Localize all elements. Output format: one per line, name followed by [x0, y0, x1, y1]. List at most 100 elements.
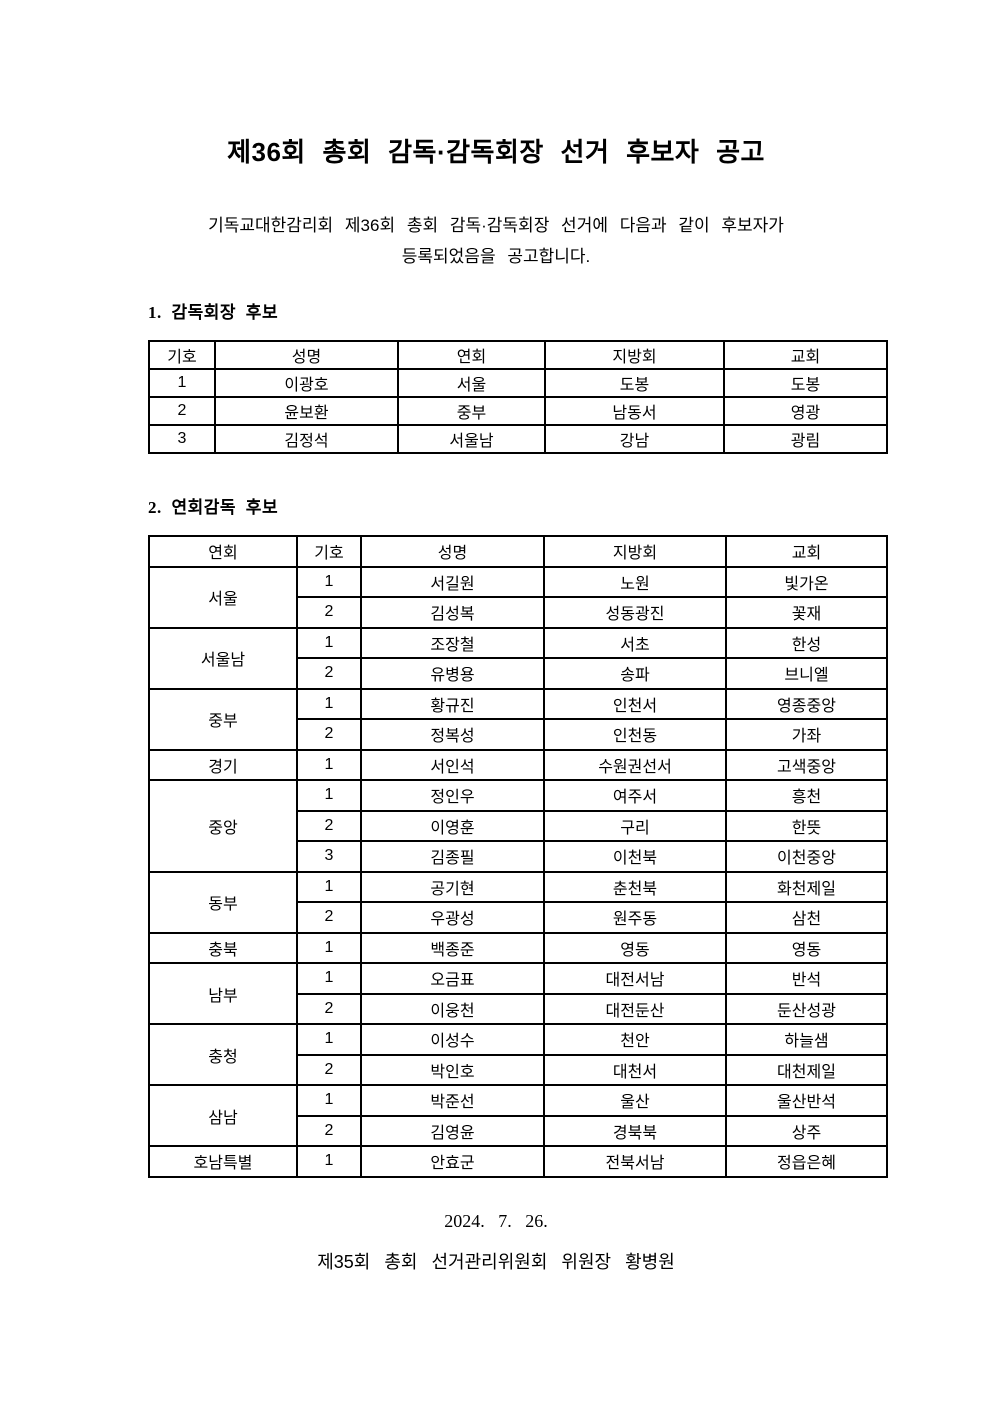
intro-line-1: 기독교대한감리회 제36회 총회 감독·감독회장 선거에 다음과 같이 후보자가: [208, 216, 784, 235]
table-cell: 2: [296, 992, 362, 1025]
table-cell: 윤보환: [214, 396, 399, 426]
conference-table-row: 중부 1 황규진 인천서 영종중앙: [148, 687, 888, 751]
table-cell: 삼천: [725, 901, 888, 934]
conference-name-cell: 서울: [148, 565, 298, 629]
table-cell: 공기현: [360, 870, 545, 903]
table-cell: 광림: [723, 424, 888, 454]
conference-table-row: 충청 1 이성수 천안 하늘샘: [148, 1023, 888, 1086]
chairman-header-row: 기호 성명 연회 지방회 교회: [148, 340, 888, 370]
chairman-candidates-table: 기호 성명 연회 지방회 교회 1 이광호 서울 도봉 도봉 2 윤보환 중부 남동서 영광 3 김정…: [148, 340, 888, 454]
table-cell: 흥천: [725, 779, 888, 812]
conference-table-row: 서울 1 서길원 노원 빛가온: [148, 565, 888, 629]
table-cell: 1: [296, 1023, 362, 1056]
table-cell: 영광: [723, 396, 888, 426]
table-cell: 이성수: [360, 1023, 545, 1056]
chairman-table-row: 1 이광호 서울 도봉 도봉: [148, 368, 888, 398]
table-cell: 이웅천: [360, 992, 545, 1025]
table-cell: 원주동: [543, 901, 727, 934]
table-cell: 정복성: [360, 718, 545, 751]
table-cell: 남동서: [544, 396, 725, 426]
chairman-table-body: 1 이광호 서울 도봉 도봉 2 윤보환 중부 남동서 영광 3 김정석 서울남 강남 광림: [148, 368, 888, 454]
table-cell: 김정석: [214, 424, 399, 454]
conference-table-row: 삼남 1 박준선 울산 울산반석: [148, 1084, 888, 1147]
table-cell: 2: [296, 596, 362, 629]
conference-table-body: 서울 1 서길원 노원 빛가온 2 김성복 성동광진 꽃재 서울남 1 조장철 서초 한성 2 유병용 송파 브니…: [148, 565, 888, 1178]
table-cell: 도봉: [544, 368, 725, 398]
intro-line-2: 등록되었음을 공고합니다.: [401, 247, 591, 266]
table-cell: 하늘샘: [725, 1023, 888, 1056]
table-cell: 경북북: [543, 1114, 727, 1147]
table-cell: 여주서: [543, 779, 727, 812]
conference-table-row: 호남특별 1 안효군 전북서남 정읍은혜: [148, 1145, 888, 1178]
table-cell: 1: [296, 779, 362, 812]
table-cell: 반석: [725, 962, 888, 995]
table-cell: 빛가온: [725, 565, 888, 598]
signature-line: 제35회 총회 선거관리위원회 위원장 황병원: [317, 1251, 675, 1272]
table-cell: 화천제일: [725, 870, 888, 903]
table-cell: 김종필: [360, 840, 545, 873]
table-cell: 중부: [397, 396, 546, 426]
table-cell: 춘천북: [543, 870, 727, 903]
intro-paragraph: 기독교대한감리회 제36회 총회 감독·감독회장 선거에 다음과 같이 후보자가…: [0, 210, 992, 272]
conference-table-row: 2 이웅천 대전둔산 둔산성광: [149, 992, 888, 1025]
table-cell: 송파: [543, 657, 727, 690]
conference-bishop-candidates-table: 연회 기호 성명 지방회 교회 서울 1 서길원 노원 빛가온 2 김성복 성동광진 꽃재 서울남…: [148, 535, 888, 1178]
table-cell: 1: [296, 565, 362, 598]
table-cell: 이영훈: [360, 809, 545, 842]
chairman-table-row: 3 김정석 서울남 강남 광림: [148, 424, 888, 454]
table-cell: 2: [296, 809, 362, 842]
conference-table-row: 2 정복성 인천동 가좌: [149, 718, 888, 751]
table-cell: 대전둔산: [543, 992, 727, 1025]
table-cell: 박준선: [360, 1084, 545, 1117]
announcement-date: 2024. 7. 26.: [444, 1210, 548, 1231]
table-cell: 둔산성광: [725, 992, 888, 1025]
conference-table-row: 2 우광성 원주동 삼천: [149, 901, 888, 934]
table-cell: 구리: [543, 809, 727, 842]
table-cell: 영동: [543, 931, 727, 964]
conference-table-row: 2 유병용 송파 브니엘: [149, 657, 888, 690]
table-cell: 1: [296, 870, 362, 903]
section2-heading: 2. 연회감독 후보: [148, 498, 279, 517]
conference-name-cell: 삼남: [148, 1084, 298, 1147]
table-cell: 정읍은혜: [725, 1145, 888, 1178]
conference-table-row: 경기 1 서인석 수원권선서 고색중앙: [148, 748, 888, 781]
table-cell: 영종중앙: [725, 687, 888, 720]
document-content: 1. 감독회장 후보 기호 성명 연회 지방회 교회 1 이광호 서울 도봉 도봉 2 윤보…: [148, 301, 888, 1178]
conference-table-row: 동부 1 공기현 춘천북 화천제일: [148, 870, 888, 934]
column-header: 기호: [296, 535, 362, 568]
table-cell: 대전서남: [543, 962, 727, 995]
table-cell: 이천북: [543, 840, 727, 873]
table-cell: 서길원: [360, 565, 545, 598]
table-cell: 3: [296, 840, 362, 873]
table-cell: 1: [296, 687, 362, 720]
table-cell: 한성: [725, 626, 888, 659]
table-cell: 우광성: [360, 901, 545, 934]
table-cell: 울산: [543, 1084, 727, 1117]
table-cell: 서인석: [360, 748, 545, 781]
table-cell: 2: [296, 657, 362, 690]
conference-table-row: 중앙 1 정인우 여주서 흥천: [148, 779, 888, 873]
table-cell: 2: [296, 1114, 362, 1147]
table-cell: 박인호: [360, 1053, 545, 1086]
table-cell: 황규진: [360, 687, 545, 720]
table-cell: 울산반석: [725, 1084, 888, 1117]
conference-table-row: 남부 1 오금표 대전서남 반석: [148, 962, 888, 1025]
table-cell: 브니엘: [725, 657, 888, 690]
column-header: 지방회: [543, 535, 727, 568]
table-cell: 서울남: [397, 424, 546, 454]
conference-name-cell: 서울남: [148, 626, 298, 690]
section1-heading: 1. 감독회장 후보: [148, 303, 279, 322]
column-header: 교회: [725, 535, 888, 568]
table-cell: 성동광진: [543, 596, 727, 629]
conference-header-row: 연회 기호 성명 지방회 교회: [148, 535, 888, 568]
conference-name-cell: 중부: [148, 687, 298, 751]
table-cell: 노원: [543, 565, 727, 598]
table-cell: 서초: [543, 626, 727, 659]
table-cell: 대천서: [543, 1053, 727, 1086]
conference-table-row: 2 박인호 대천서 대천제일: [149, 1053, 888, 1086]
table-cell: 이광호: [214, 368, 399, 398]
table-cell: 2: [296, 718, 362, 751]
table-cell: 1: [296, 931, 362, 964]
table-cell: 김성복: [360, 596, 545, 629]
